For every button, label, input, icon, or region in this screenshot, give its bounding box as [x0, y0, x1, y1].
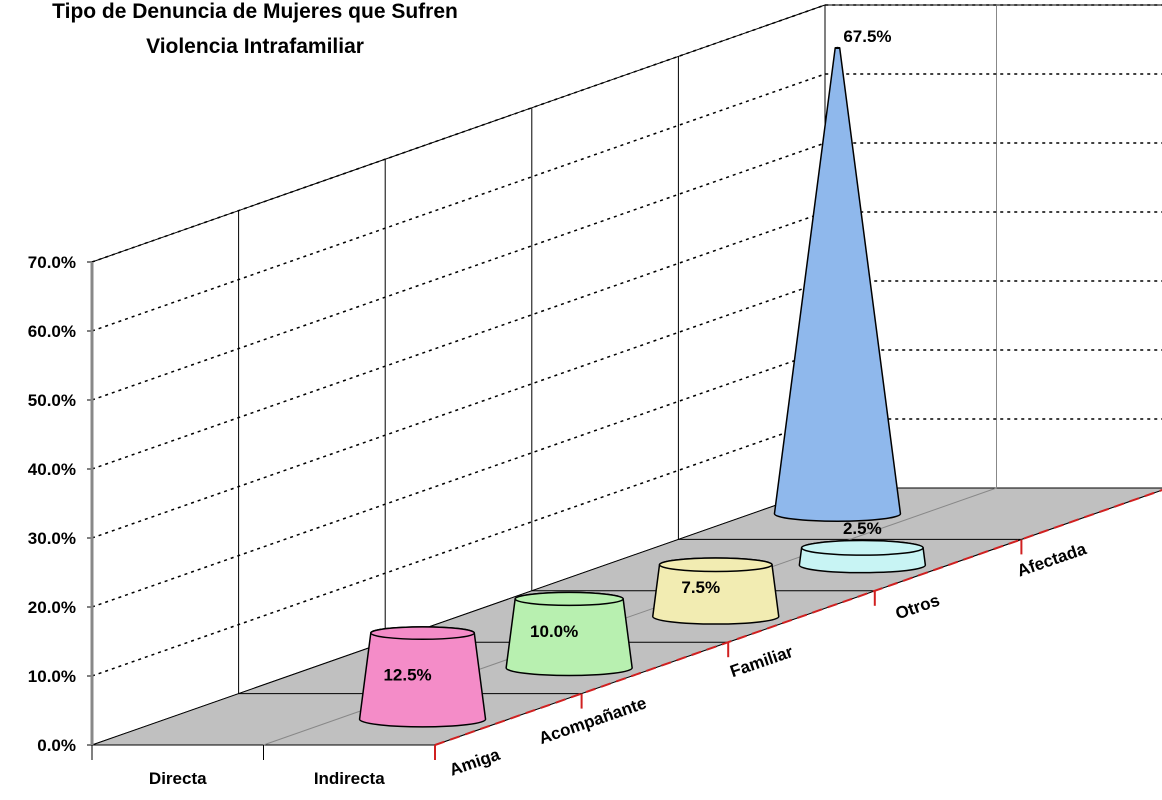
data-label: 12.5% — [383, 665, 431, 684]
depth-label: Familiar — [728, 642, 796, 681]
cone-top — [370, 626, 476, 641]
cone-top — [834, 46, 841, 49]
chart-title: Violencia Intrafamiliar — [146, 35, 364, 58]
y-tick-label: 70.0% — [28, 253, 76, 272]
y-tick-label: 10.0% — [28, 667, 76, 686]
y-tick-label: 20.0% — [28, 598, 76, 617]
chart-title: Tipo de Denuncia de Mujeres que Sufren — [52, 0, 458, 23]
y-tick-label: 30.0% — [28, 529, 76, 548]
data-label: 67.5% — [843, 27, 891, 46]
y-tick-label: 50.0% — [28, 391, 76, 410]
data-label: 7.5% — [681, 578, 720, 597]
cone-top — [658, 557, 773, 573]
data-label: 10.0% — [530, 622, 578, 641]
depth-label: Otros — [893, 591, 942, 624]
x-tick-label: Directa — [149, 769, 207, 788]
depth-label: Amiga — [447, 745, 503, 780]
depth-axis — [434, 489, 1162, 746]
cone-top — [800, 539, 924, 556]
y-tick-label: 40.0% — [28, 460, 76, 479]
marks-layer — [358, 46, 927, 728]
depth-label: Afectada — [1015, 539, 1090, 581]
grid-layer — [87, 4, 1162, 760]
y-tick-label: 60.0% — [28, 322, 76, 341]
data-label: 2.5% — [843, 519, 882, 538]
cone-top — [514, 591, 624, 607]
y-tick-label: 0.0% — [37, 736, 76, 755]
x-tick-label: Indirecta — [314, 769, 385, 788]
